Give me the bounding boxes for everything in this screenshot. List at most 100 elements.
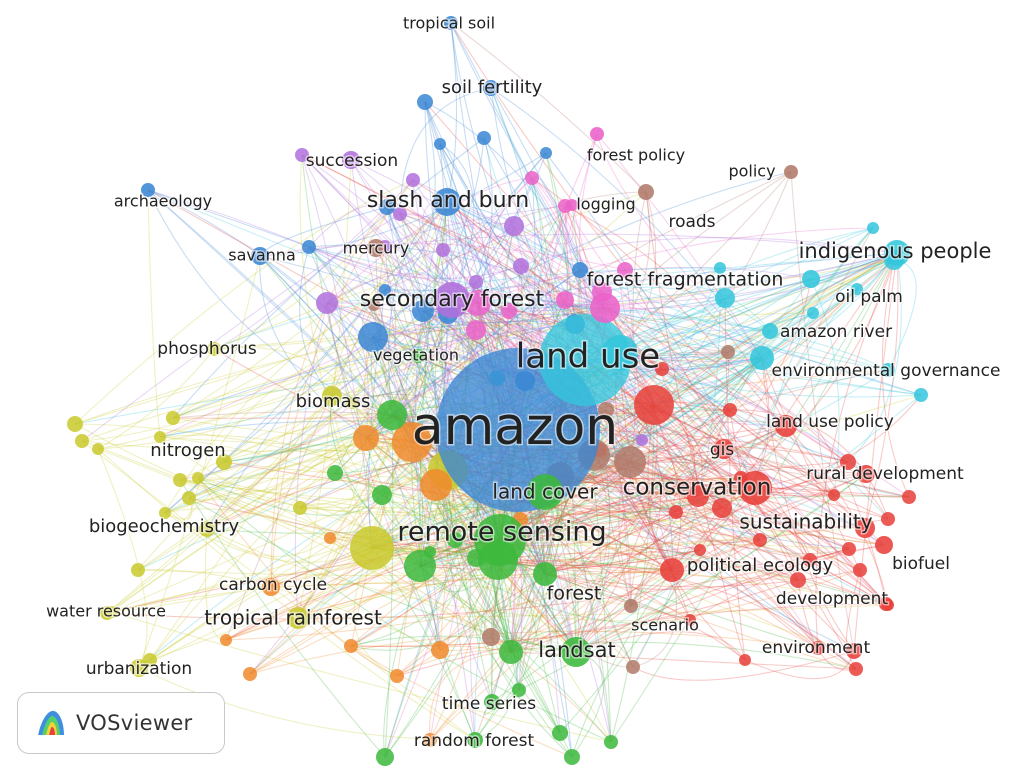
network-edge (887, 259, 917, 371)
network-edge (450, 22, 647, 193)
network-edge (450, 22, 606, 309)
network-node-nitrogen[interactable] (216, 454, 232, 470)
network-edge (365, 269, 626, 439)
network-node-mercury[interactable] (367, 239, 385, 257)
network-node-time-series[interactable] (484, 694, 500, 710)
network-node-random-forest[interactable] (467, 732, 483, 748)
network-node-gis[interactable] (714, 439, 734, 459)
network-edge (575, 454, 611, 653)
network-node-scenario[interactable] (624, 599, 638, 613)
network-node-tropical-soil[interactable] (444, 16, 458, 30)
network-node-urbanization[interactable] (130, 659, 148, 677)
network-edge (371, 547, 577, 653)
network-node-dot (513, 258, 529, 274)
network-node-savanna[interactable] (251, 247, 269, 265)
network-node-dot (67, 416, 83, 432)
network-edge (727, 252, 898, 353)
network-node-oil-palm[interactable] (802, 270, 820, 288)
network-edge (373, 222, 515, 306)
network-node-indigenous-people[interactable] (884, 240, 910, 266)
network-node-dot (243, 667, 257, 681)
network-node-biomass[interactable] (322, 386, 342, 406)
network-node-development[interactable] (879, 597, 893, 611)
network-node-land-cover[interactable] (527, 474, 563, 510)
network-edge (447, 171, 792, 315)
network-node-archaeology[interactable] (141, 183, 155, 197)
network-node-remote-sensing[interactable] (474, 514, 526, 566)
network-node-dot (626, 660, 640, 674)
network-node-policy[interactable] (784, 165, 798, 179)
network-edge (331, 137, 485, 397)
network-node-biofuel[interactable] (875, 536, 893, 554)
network-node-forest-policy[interactable] (590, 127, 604, 141)
network-node-forest[interactable] (533, 562, 557, 586)
network-edge (159, 302, 479, 438)
network-edge (419, 565, 612, 743)
network-edge (761, 357, 855, 652)
network-node-rural-development[interactable] (857, 465, 875, 483)
network-node-tropical-rainforest[interactable] (287, 607, 309, 629)
network-edge (188, 336, 374, 499)
network-edge (559, 475, 701, 554)
network-node-land-use[interactable] (539, 314, 631, 406)
network-edge (97, 336, 374, 450)
network-edge (544, 477, 742, 575)
network-edge (81, 409, 731, 452)
network-edge (544, 569, 861, 588)
node-label-vegetation: vegetation (373, 346, 459, 365)
network-edge (172, 201, 448, 419)
network-node-environmental-governance[interactable] (750, 346, 774, 370)
network-node-political-ecology[interactable] (660, 558, 684, 582)
network-node-water-resource[interactable] (100, 606, 114, 620)
node-label-forest-fragmentation: forest fragmentation (587, 269, 784, 291)
network-node-forest-fragmentation[interactable] (590, 293, 620, 323)
network-edge (619, 352, 682, 571)
network-node-phosphorus[interactable] (207, 342, 221, 356)
network-node-dot (556, 291, 574, 309)
network-node-dot (327, 465, 343, 481)
network-node-logging[interactable] (566, 199, 578, 211)
network-edge (297, 527, 866, 619)
node-label-development: development (776, 589, 888, 609)
network-node-amazon-river[interactable] (762, 323, 778, 339)
network-edge (593, 288, 858, 456)
network-node-carbon-cycle[interactable] (262, 578, 280, 596)
node-label-nitrogen: nitrogen (150, 440, 225, 461)
network-edge (164, 289, 386, 514)
network-node-dot (392, 422, 432, 462)
network-edge (384, 233, 898, 254)
network-edge (270, 569, 673, 588)
network-edge (559, 475, 850, 550)
network-node-slash-and-burn[interactable] (433, 188, 461, 216)
network-edge (206, 329, 477, 530)
network-edge (365, 437, 431, 553)
network-edge (297, 604, 889, 619)
network-node-succession[interactable] (342, 151, 360, 169)
network-edge (259, 255, 367, 439)
network-node-environment[interactable] (846, 643, 862, 659)
network-node-secondary-forest[interactable] (434, 282, 470, 318)
node-label-carbon-cycle: carbon cycle (219, 575, 327, 595)
network-edge (443, 469, 520, 691)
network-node-dot (853, 563, 867, 577)
network-node-land-use-policy[interactable] (775, 415, 797, 437)
network-node-landsat[interactable] (561, 637, 591, 667)
network-edge (388, 201, 448, 416)
network-edge (147, 189, 161, 438)
network-edge (74, 323, 576, 425)
network-edge (350, 409, 731, 647)
network-node-sustainability[interactable] (855, 518, 875, 538)
network-node-roads[interactable] (638, 184, 654, 200)
network-nodes (67, 16, 928, 766)
network-node-soil-fertility[interactable] (483, 80, 499, 96)
network-node-conservation[interactable] (738, 471, 772, 505)
network-edge (81, 299, 453, 442)
network-edge (497, 227, 874, 561)
network-node-biogeochemistry[interactable] (199, 521, 215, 537)
network-edge (249, 565, 421, 675)
network-edge (372, 289, 419, 357)
network-node-vegetation[interactable] (411, 349, 425, 363)
network-node-dot (811, 641, 825, 655)
network-edge (575, 548, 850, 653)
